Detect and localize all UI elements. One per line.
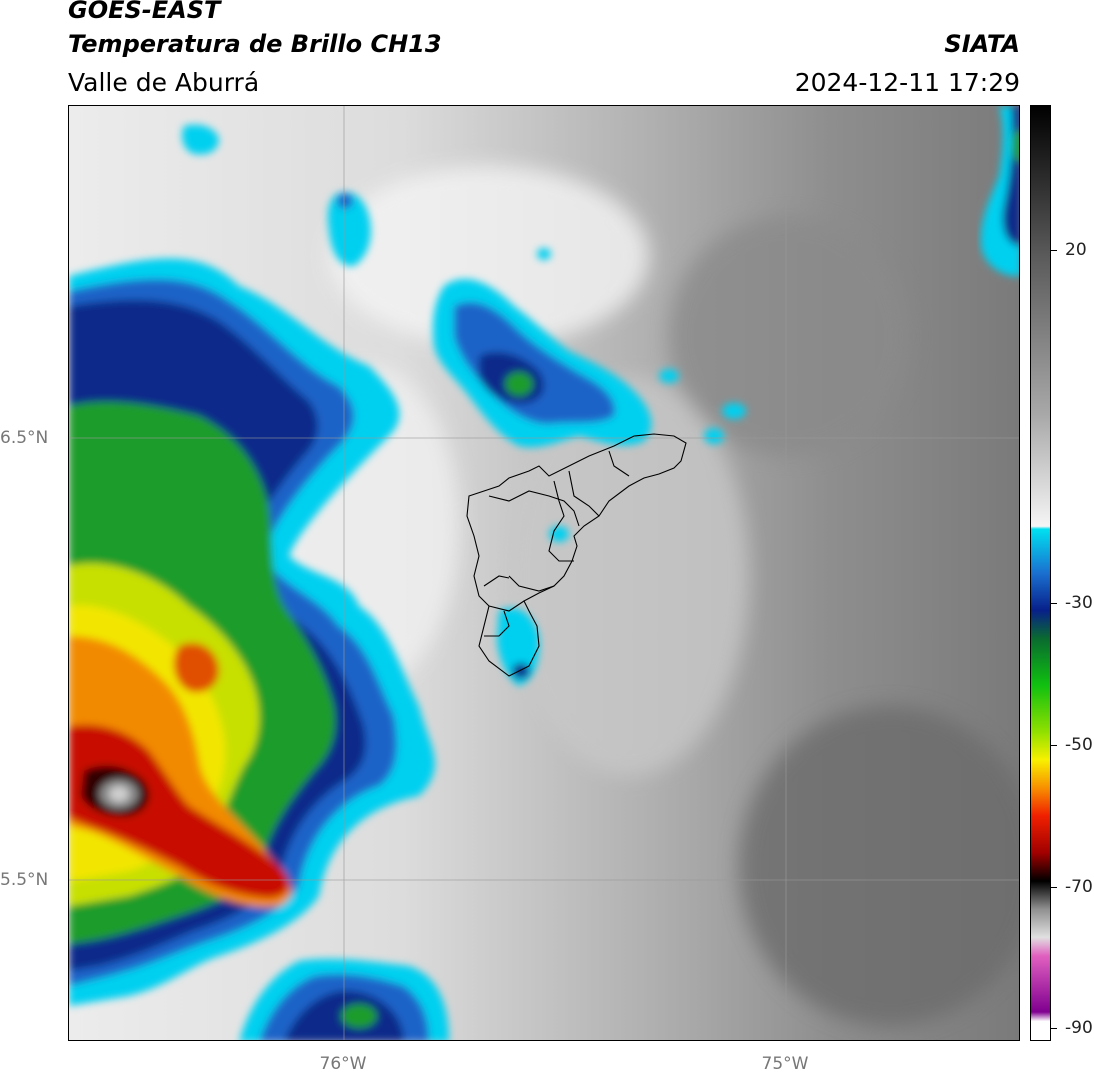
lon-label-76: 76°W (319, 1054, 367, 1074)
colorbar-label-neg90: -90 (1065, 1018, 1093, 1038)
colorbar-tick (1051, 250, 1057, 251)
map-image (69, 106, 1019, 1040)
product-title: Temperatura de Brillo CH13 (68, 30, 442, 58)
colorbar-tick (1051, 603, 1057, 604)
graticule (69, 106, 1019, 1040)
satellite-title: GOES-EAST (68, 0, 221, 24)
convective-system-west (69, 258, 435, 1006)
timestamp-label: 2024-12-11 17:29 (794, 68, 1020, 97)
organization-label: SIATA (944, 30, 1020, 58)
colorbar-tick (1051, 1028, 1057, 1029)
colorbar-gradient (1031, 106, 1050, 1040)
colorbar-label-neg50: -50 (1065, 735, 1093, 755)
colorbar (1030, 105, 1051, 1041)
colorbar-label-20: 20 (1065, 240, 1087, 260)
convective-system-central (182, 124, 746, 686)
lat-label-6-5: 6.5°N (0, 428, 49, 448)
lon-label-75: 75°W (761, 1054, 809, 1074)
colorbar-tick (1051, 745, 1057, 746)
region-label: Valle de Aburrá (68, 68, 260, 97)
municipal-boundaries (466, 433, 687, 677)
convective-system-northeast (980, 106, 1019, 277)
colorbar-tick (1051, 887, 1057, 888)
colorbar-label-neg70: -70 (1065, 877, 1093, 897)
convective-system-south (239, 958, 449, 1040)
lat-label-5-5: 5.5°N (0, 870, 49, 890)
colorbar-label-neg30: -30 (1065, 593, 1093, 613)
satellite-map[interactable] (68, 105, 1020, 1041)
